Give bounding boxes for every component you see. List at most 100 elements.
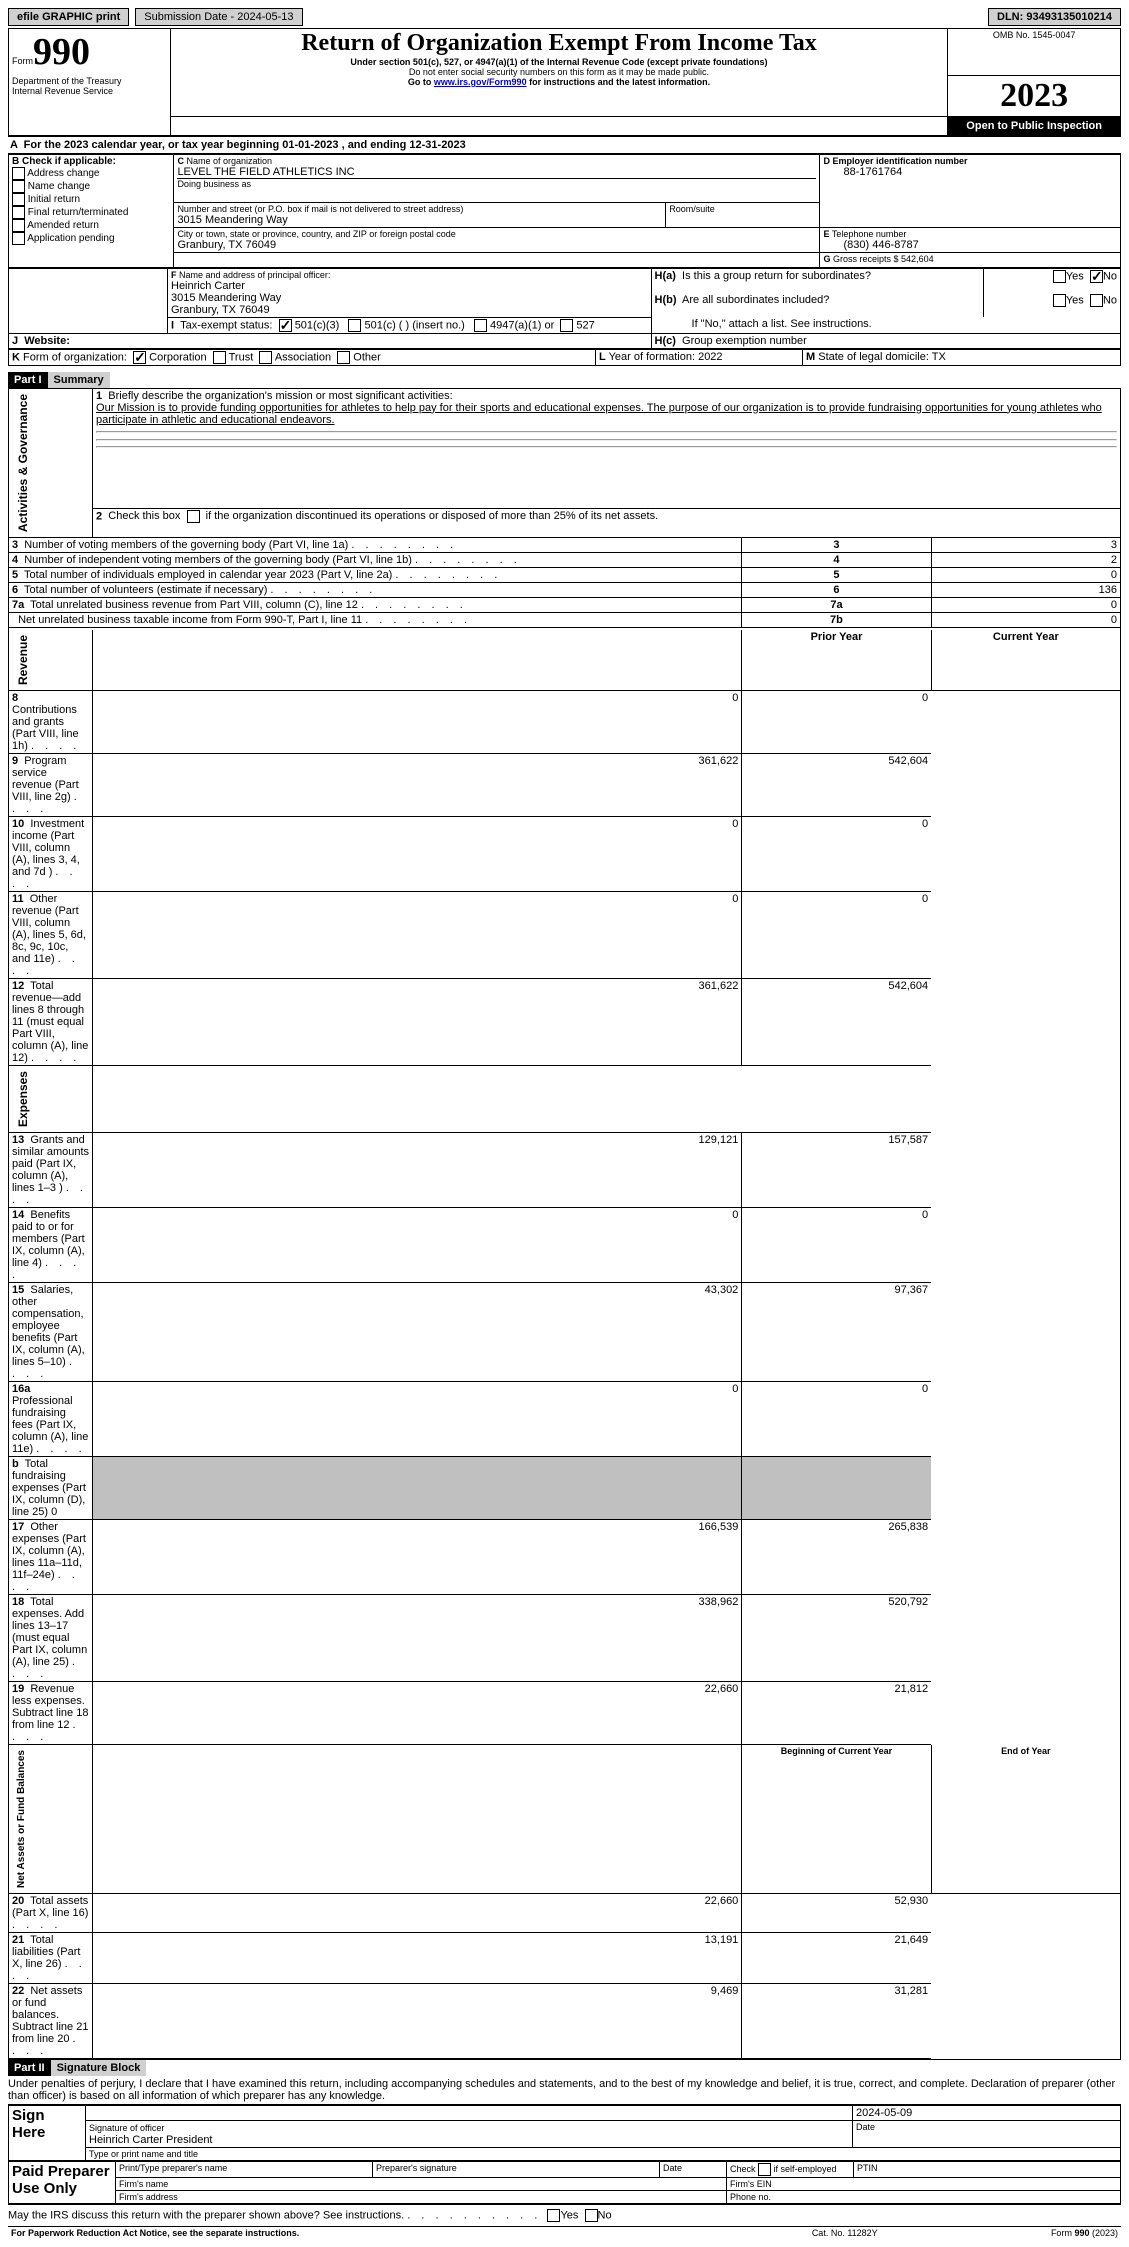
officer-sig-name: Heinrich Carter President bbox=[89, 2134, 213, 2146]
preparer-date-label: Date bbox=[660, 2161, 727, 2177]
form-subtitle-2: Do not enter social security numbers on … bbox=[174, 67, 945, 77]
open-to-public: Open to Public Inspection bbox=[948, 116, 1121, 135]
firm-address-label: Firm's address bbox=[116, 2190, 727, 2203]
website-label: Website: bbox=[24, 335, 70, 347]
cat-number: Cat. No. 11282Y bbox=[754, 2227, 936, 2239]
legal-domicile: State of legal domicile: TX bbox=[818, 351, 946, 363]
501c-checkbox[interactable] bbox=[348, 319, 361, 332]
ein-label: Employer identification number bbox=[832, 156, 967, 166]
hb-label: Are all subordinates included? bbox=[682, 294, 829, 306]
preparer-sig-label: Preparer's signature bbox=[373, 2161, 660, 2177]
527-checkbox[interactable] bbox=[560, 319, 573, 332]
boy-header: Beginning of Current Year bbox=[742, 1745, 931, 1894]
expenses-label: Expenses bbox=[12, 1067, 34, 1131]
org-name-label: Name of organization bbox=[186, 156, 272, 166]
ha-yes-checkbox[interactable] bbox=[1053, 270, 1066, 283]
assoc-checkbox[interactable] bbox=[259, 351, 272, 364]
sign-date: 2024-05-09 bbox=[853, 2105, 1121, 2120]
hb-yes-checkbox[interactable] bbox=[1053, 294, 1066, 307]
discontinued-checkbox[interactable] bbox=[187, 510, 200, 523]
officer-street: 3015 Meandering Way bbox=[171, 292, 648, 304]
phone-value: (830) 446-8787 bbox=[823, 239, 1117, 251]
irs-link[interactable]: www.irs.gov/Form990 bbox=[434, 77, 527, 87]
efile-print-button[interactable]: efile GRAPHIC print bbox=[8, 8, 129, 26]
b-option-checkbox[interactable] bbox=[12, 232, 25, 245]
mission-label: Briefly describe the organization's miss… bbox=[108, 390, 452, 402]
self-employed-checkbox[interactable] bbox=[758, 2163, 771, 2176]
ha-label: Is this a group return for subordinates? bbox=[682, 270, 871, 282]
trust-checkbox[interactable] bbox=[213, 351, 226, 364]
ptin-label: PTIN bbox=[854, 2161, 1121, 2177]
mission-text: Our Mission is to provide funding opport… bbox=[96, 402, 1102, 426]
self-employed-label: Check if self-employed bbox=[727, 2161, 854, 2177]
phone-label: Telephone number bbox=[832, 229, 907, 239]
tax-status-label: Tax-exempt status: bbox=[180, 319, 272, 331]
discuss-yes-checkbox[interactable] bbox=[547, 2209, 560, 2222]
identity-block: B Check if applicable: Address change Na… bbox=[8, 154, 1121, 268]
b-option-checkbox[interactable] bbox=[12, 206, 25, 219]
b-option-checkbox[interactable] bbox=[12, 193, 25, 206]
netassets-label: Net Assets or Fund Balances bbox=[12, 1746, 31, 1892]
form-subtitle-3: Go to www.irs.gov/Form990 for instructio… bbox=[174, 77, 945, 87]
form-footer: Form 990 (2023) bbox=[936, 2227, 1121, 2239]
4947-checkbox[interactable] bbox=[474, 319, 487, 332]
part2-title: Signature Block bbox=[51, 2060, 147, 2076]
preparer-name-label: Print/Type preparer's name bbox=[116, 2161, 373, 2177]
corp-checkbox[interactable] bbox=[133, 351, 146, 364]
org-form-block: K Form of organization: Corporation Trus… bbox=[8, 349, 1121, 366]
city-value: Granbury, TX 76049 bbox=[177, 239, 816, 251]
officer-name: Heinrich Carter bbox=[171, 280, 648, 292]
sign-here-block: Sign Here 2024-05-09 Signature of office… bbox=[8, 2105, 1121, 2161]
officer-label: Name and address of principal officer: bbox=[179, 270, 330, 280]
form-number: 990 bbox=[33, 31, 90, 73]
officer-block: F Name and address of principal officer:… bbox=[8, 268, 1121, 349]
paid-preparer-label: Paid Preparer Use Only bbox=[9, 2161, 116, 2203]
tax-year: 2023 bbox=[1000, 77, 1068, 114]
gross-receipts-label: Gross receipts $ bbox=[833, 254, 899, 264]
b-option-checkbox[interactable] bbox=[12, 180, 25, 193]
city-label: City or town, state or province, country… bbox=[177, 229, 816, 239]
firm-ein-label: Firm's EIN bbox=[727, 2177, 1121, 2190]
irs-label: Internal Revenue Service bbox=[12, 86, 167, 96]
paperwork-notice: For Paperwork Reduction Act Notice, see … bbox=[8, 2227, 754, 2239]
room-suite-label: Room/suite bbox=[666, 202, 820, 227]
501c3-checkbox[interactable] bbox=[279, 319, 292, 332]
hb-no-checkbox[interactable] bbox=[1090, 294, 1103, 307]
part2-header: Part II bbox=[8, 2060, 51, 2076]
year-formation: Year of formation: 2022 bbox=[609, 351, 723, 363]
ha-no-checkbox[interactable] bbox=[1090, 270, 1103, 283]
omb-number: OMB No. 1545-0047 bbox=[948, 29, 1121, 76]
b-option-checkbox[interactable] bbox=[12, 167, 25, 180]
line2-text: Check this box if the organization disco… bbox=[108, 510, 658, 522]
discuss-no-checkbox[interactable] bbox=[585, 2209, 598, 2222]
ein-value: 88-1761764 bbox=[823, 166, 1117, 178]
sign-here-label: Sign Here bbox=[9, 2105, 86, 2160]
current-year-header: Current Year bbox=[931, 630, 1120, 691]
dept-treasury: Department of the Treasury bbox=[12, 76, 167, 86]
street-label: Number and street (or P.O. box if mail i… bbox=[177, 204, 662, 214]
form-header: Form990 Return of Organization Exempt Fr… bbox=[8, 28, 1121, 136]
section-b-label: B Check if applicable: bbox=[12, 156, 170, 167]
type-name-label: Type or print name and title bbox=[86, 2147, 1121, 2160]
perjury-text: Under penalties of perjury, I declare th… bbox=[8, 2076, 1121, 2105]
form-label: Form bbox=[12, 56, 33, 66]
form-title: Return of Organization Exempt From Incom… bbox=[174, 30, 945, 57]
discuss-label: May the IRS discuss this return with the… bbox=[8, 2209, 404, 2221]
page-footer: For Paperwork Reduction Act Notice, see … bbox=[8, 2227, 1121, 2239]
line-a: A For the 2023 calendar year, or tax yea… bbox=[8, 136, 1121, 154]
submission-date: Submission Date - 2024-05-13 bbox=[135, 8, 302, 26]
eoy-header: End of Year bbox=[931, 1745, 1120, 1894]
prior-year-header: Prior Year bbox=[742, 630, 931, 691]
other-checkbox[interactable] bbox=[337, 351, 350, 364]
hb-note: If "No," attach a list. See instructions… bbox=[651, 317, 1120, 333]
dln: DLN: 93493135010214 bbox=[988, 8, 1121, 26]
activities-governance-label: Activities & Governance bbox=[12, 390, 34, 536]
hc-label: Group exemption number bbox=[682, 335, 807, 347]
part1-title: Summary bbox=[48, 372, 110, 388]
summary-table: Activities & Governance 1 Briefly descri… bbox=[8, 388, 1121, 2060]
revenue-label: Revenue bbox=[12, 631, 34, 689]
street-value: 3015 Meandering Way bbox=[177, 214, 662, 226]
firm-name-label: Firm's name bbox=[116, 2177, 727, 2190]
b-option-checkbox[interactable] bbox=[12, 219, 25, 232]
sig-date-label: Date bbox=[853, 2120, 1121, 2147]
